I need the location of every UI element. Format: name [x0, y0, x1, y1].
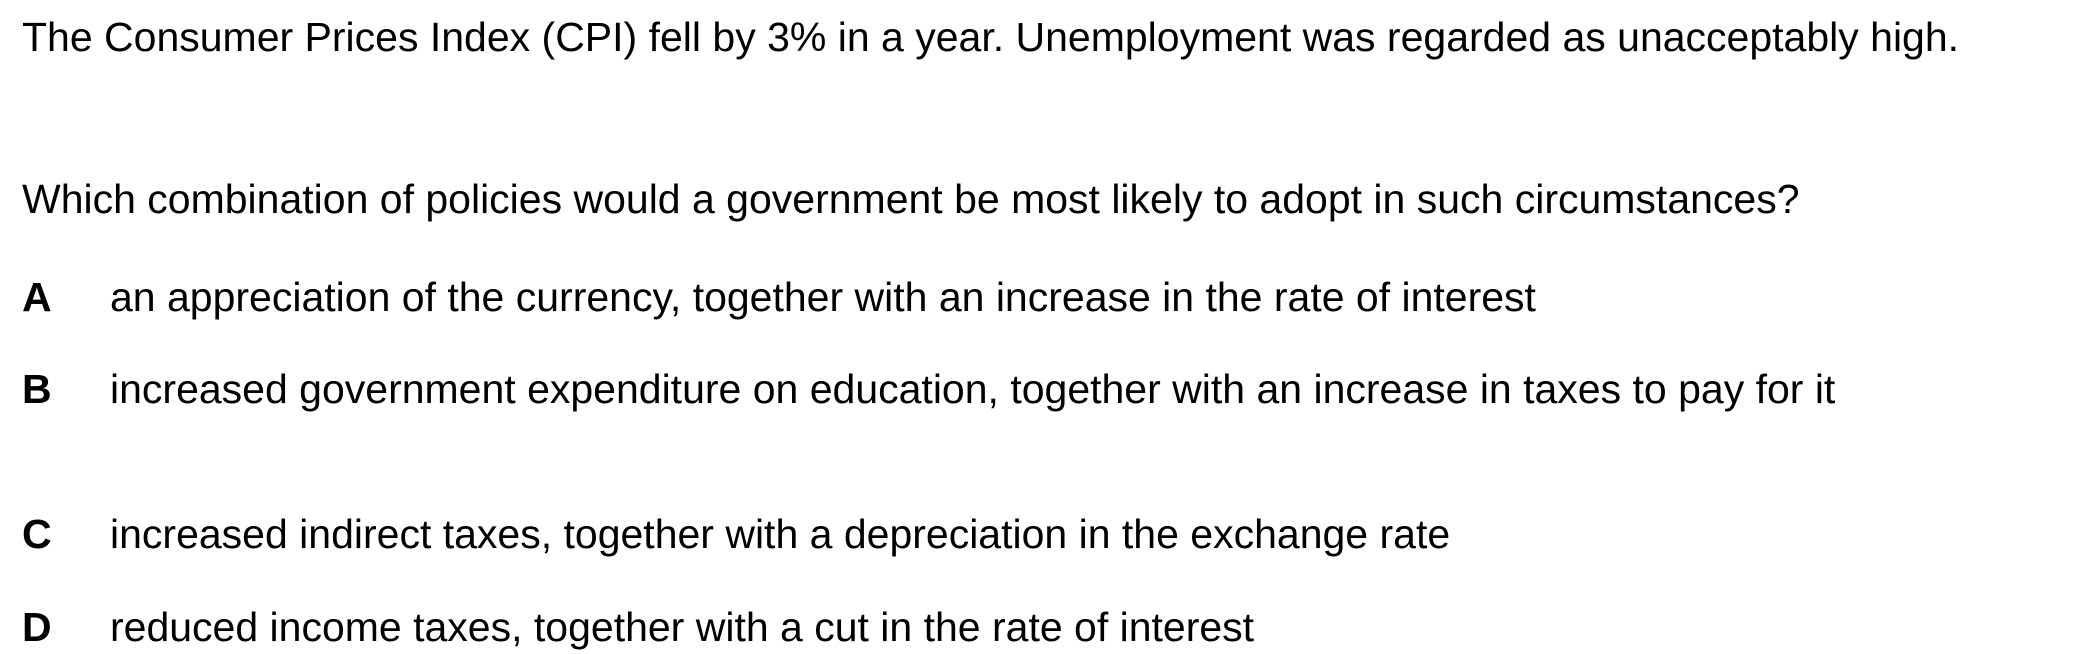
option-text: increased indirect taxes, together with …	[110, 511, 1451, 557]
option-letter: A	[22, 274, 52, 320]
question-page: The Consumer Prices Index (CPI) fell by …	[22, 10, 2017, 650]
option-text: reduced income taxes, together with a cu…	[110, 604, 1255, 650]
option-letter: C	[22, 511, 52, 557]
option-text: an appreciation of the currency, togethe…	[110, 274, 1536, 320]
question-stem: The Consumer Prices Index (CPI) fell by …	[22, 14, 1960, 60]
option-letter: D	[22, 604, 52, 650]
option-letter: B	[22, 366, 52, 412]
option-text: increased government expenditure on educ…	[110, 366, 1836, 412]
question-prompt: Which combination of policies would a go…	[22, 176, 1800, 222]
